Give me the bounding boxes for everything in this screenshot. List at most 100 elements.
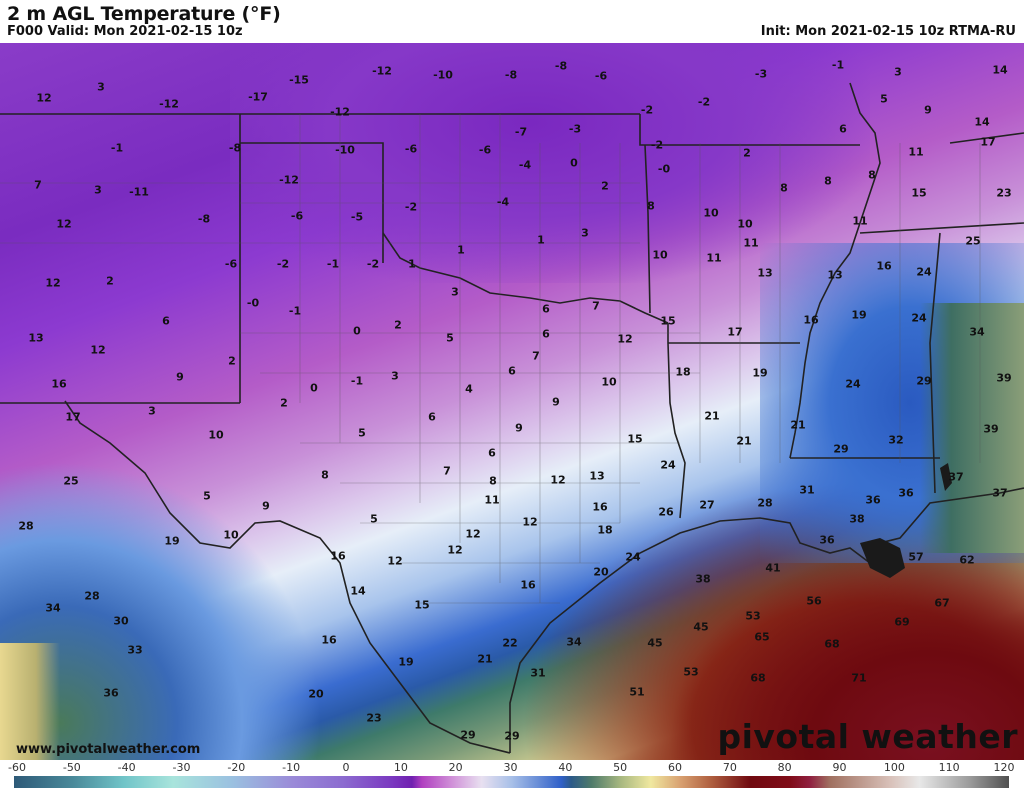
- station-temperature-label: -1: [831, 58, 845, 72]
- station-temperature-label: -4: [518, 158, 532, 172]
- station-temperature-label: 0: [310, 381, 318, 395]
- station-temperature-label: 11: [706, 251, 722, 265]
- station-temperature-label: 12: [36, 91, 52, 105]
- station-temperature-label: 45: [693, 620, 709, 634]
- station-temperature-label: 1: [457, 243, 465, 257]
- station-temperature-label: 0: [570, 156, 578, 170]
- station-temperature-label: 7: [443, 464, 451, 478]
- station-temperature-label: 0: [353, 324, 361, 338]
- station-temperature-label: 11: [852, 214, 868, 228]
- station-temperature-label: 36: [819, 533, 835, 547]
- color-scale-tick: -10: [282, 761, 301, 774]
- station-temperature-label: -6: [404, 142, 418, 156]
- station-temperature-label: 14: [974, 115, 990, 129]
- station-temperature-label: 24: [916, 265, 932, 279]
- station-temperature-label: 7: [592, 299, 600, 313]
- station-temperature-label: 19: [164, 534, 180, 548]
- station-temperature-label: 21: [790, 418, 806, 432]
- station-temperature-label: 22: [502, 636, 518, 650]
- station-temperature-label: 16: [803, 313, 819, 327]
- station-temperature-label: 10: [601, 375, 617, 389]
- station-temperature-label: 6: [508, 364, 516, 378]
- station-temperature-label: -10: [335, 143, 355, 157]
- station-temperature-label: 36: [103, 686, 119, 700]
- station-temperature-label: 6: [428, 410, 436, 424]
- station-temperature-label: 24: [660, 458, 676, 472]
- station-temperature-label: 12: [45, 276, 61, 290]
- temperature-map: 12 3 -12 -17 -15 -12 -10 -8 -8 -6 -3 -1 3 14 -12 -2 -2 5 9…: [0, 43, 1024, 760]
- station-temperature-label: 2: [743, 146, 751, 160]
- color-scale-tick: 10: [393, 761, 408, 774]
- station-temperature-label: 15: [911, 186, 927, 200]
- color-scale-tick: -40: [117, 761, 136, 774]
- color-scale-ticks: -60 -50 -40 -30 -20 -10 0 10 20 30 40 50 60 70 80 90 100…: [0, 760, 1024, 774]
- station-temperature-label: 10: [703, 206, 719, 220]
- station-temperature-label: 2: [106, 274, 114, 288]
- station-temperature-label: -10: [433, 68, 453, 82]
- station-temperature-label: -2: [366, 257, 380, 271]
- station-temperature-label: 21: [736, 434, 752, 448]
- station-temperature-label: -6: [478, 143, 492, 157]
- station-temperature-label: 16: [51, 377, 67, 391]
- color-scale-tick: 30: [503, 761, 518, 774]
- station-temperature-label: 12: [90, 343, 106, 357]
- station-temperature-label: 23: [996, 186, 1012, 200]
- station-temperature-label: 19: [851, 308, 867, 322]
- station-temperature-label: 13: [827, 268, 843, 282]
- color-scale-tick: 70: [722, 761, 737, 774]
- station-temperature-label: 11: [908, 145, 924, 159]
- station-temperature-label: 16: [330, 549, 346, 563]
- color-scale-tick: 110: [938, 761, 960, 774]
- site-url-watermark: www.pivotalweather.com: [16, 742, 201, 757]
- station-temperature-label: 10: [223, 528, 239, 542]
- station-temperature-label: 26: [658, 505, 674, 519]
- station-temperature-label: -0: [246, 296, 260, 310]
- station-temperature-label: 34: [969, 325, 985, 339]
- station-temperature-label: 12: [465, 527, 481, 541]
- station-temperature-label: 24: [911, 311, 927, 325]
- station-temperature-label: -6: [224, 257, 238, 271]
- station-temperature-label: 18: [597, 523, 613, 537]
- station-temperature-label: 28: [18, 519, 34, 533]
- station-temperature-label: 30: [113, 614, 129, 628]
- station-temperature-label: 53: [745, 609, 761, 623]
- station-temperature-label: 37: [948, 470, 964, 484]
- color-scale-tick: -20: [227, 761, 246, 774]
- station-temperature-label: 8: [780, 181, 788, 195]
- station-temperature-label: -2: [650, 138, 664, 152]
- init-time-model: Init: Mon 2021-02-15 10z RTMA-RU: [760, 24, 1016, 39]
- color-scale-bar: [14, 776, 1009, 788]
- station-temperature-label: 69: [894, 615, 910, 629]
- station-temperature-label: 38: [695, 572, 711, 586]
- station-temperature-label: 14: [350, 584, 366, 598]
- station-temperature-label: 21: [704, 409, 720, 423]
- station-temperature-label: 65: [754, 630, 770, 644]
- station-temperature-label: -2: [697, 95, 711, 109]
- station-temperature-label: 3: [894, 65, 902, 79]
- color-scale-tick: 80: [777, 761, 792, 774]
- station-temperature-label: 20: [593, 565, 609, 579]
- station-temperature-label: 8: [824, 174, 832, 188]
- station-temperature-label: 24: [625, 550, 641, 564]
- station-temperature-label: 17: [980, 135, 996, 149]
- station-temperature-label: -8: [197, 212, 211, 226]
- station-temperature-label: -11: [129, 185, 149, 199]
- station-temperature-label: 6: [542, 302, 550, 316]
- station-temperature-label: 19: [398, 655, 414, 669]
- station-temperature-label: -1: [110, 141, 124, 155]
- station-temperature-label: 7: [34, 178, 42, 192]
- station-temperature-label: 2: [601, 179, 609, 193]
- station-temperature-label: 10: [208, 428, 224, 442]
- station-temperature-label: 10: [737, 217, 753, 231]
- color-scale-tick: 120: [993, 761, 1015, 774]
- station-temperature-label: 1: [408, 257, 416, 271]
- station-temperature-label: 9: [552, 395, 560, 409]
- station-temperature-label: 3: [451, 285, 459, 299]
- station-temperature-label: 32: [888, 433, 904, 447]
- station-temperature-label: 36: [898, 486, 914, 500]
- station-temperature-label: 7: [532, 349, 540, 363]
- station-temperature-label: 57: [908, 550, 924, 564]
- station-temperature-label: 53: [683, 665, 699, 679]
- station-temperature-label: 67: [934, 596, 950, 610]
- station-temperature-label: -15: [289, 73, 309, 87]
